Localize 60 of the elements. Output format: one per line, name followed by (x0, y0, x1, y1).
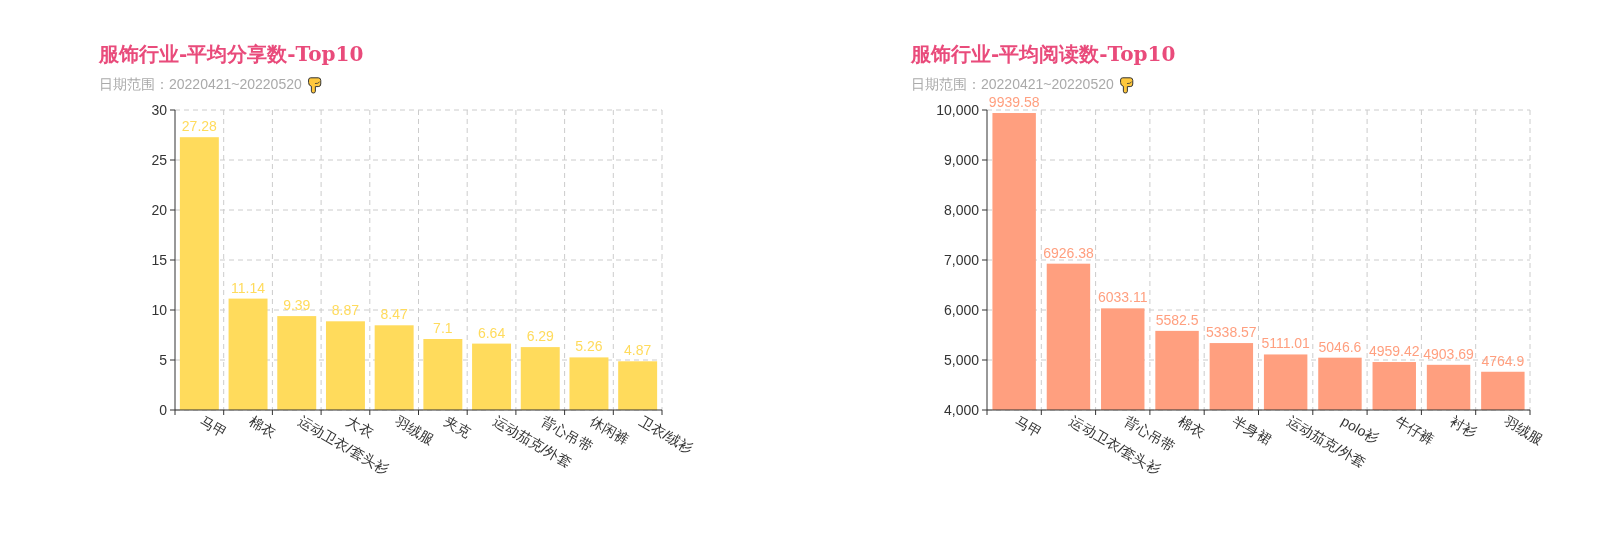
data-label: 4.87 (624, 342, 652, 359)
x-tick-label: 马甲 (197, 412, 231, 441)
data-label: 8.47 (380, 306, 408, 323)
x-tick-label: 大衣 (343, 412, 377, 441)
x-tick-label: 半身裙 (1229, 412, 1275, 448)
data-label: 5046.6 (1318, 338, 1362, 355)
y-tick-label: 7,000 (943, 251, 980, 268)
data-label: 4903.69 (1423, 345, 1475, 362)
chart-subtitle: 日期范围：20220421~20220520 (911, 76, 1114, 92)
data-label: 6926.38 (1043, 244, 1094, 261)
bar (569, 357, 609, 410)
y-tick-label: 4,000 (943, 401, 980, 418)
data-label: 7.1 (433, 320, 453, 336)
y-tick-label: 30 (151, 101, 168, 118)
x-tick-label: 马甲 (1012, 412, 1045, 441)
bar (228, 298, 268, 410)
x-tick-label: 衬衫 (1447, 412, 1480, 441)
data-label: 9.39 (283, 297, 311, 314)
data-label: 9939.58 (988, 94, 1040, 111)
data-label: 6033.11 (1097, 289, 1148, 306)
x-tick-label: 棉衣 (246, 412, 279, 441)
chart-title: 服饰行业-平均分享数-Top10 (98, 42, 364, 66)
chart-subtitle: 日期范围：20220421~20220520 (99, 76, 302, 92)
y-tick-label: 5 (159, 351, 168, 368)
y-tick-label: 10,000 (936, 101, 980, 118)
y-tick-label: 5,000 (943, 351, 980, 368)
y-tick-label: 9,000 (943, 151, 980, 168)
x-tick-label: 棉衣 (1175, 412, 1208, 441)
x-tick-label: 牛仔裤 (1392, 412, 1438, 448)
data-label: 5338.57 (1206, 324, 1257, 341)
data-label: 5582.5 (1155, 311, 1199, 328)
bar (374, 325, 414, 410)
chart-title: 服饰行业-平均阅读数-Top10 (910, 42, 1176, 66)
y-tick-label: 6,000 (943, 301, 980, 318)
y-tick-label: 15 (151, 251, 168, 268)
bar (618, 361, 658, 410)
bar (325, 321, 365, 410)
data-label: 11.14 (231, 279, 266, 296)
data-label: 6.29 (526, 328, 555, 345)
y-tick-label: 10 (151, 301, 168, 318)
y-tick-label: 8,000 (943, 201, 980, 218)
x-tick-label: 羽绒服 (1500, 412, 1546, 448)
bar (277, 316, 317, 410)
y-tick-label: 20 (151, 201, 168, 218)
data-label: 8.87 (331, 302, 360, 319)
y-tick-label: 25 (151, 151, 168, 168)
x-tick-label: 卫衣/绒衫 (636, 412, 697, 457)
bar (423, 339, 463, 410)
x-tick-label: 羽绒服 (391, 412, 438, 448)
data-label: 5111.01 (1261, 335, 1311, 352)
bar (520, 347, 560, 410)
x-tick-label: 夹克 (441, 412, 474, 441)
data-label: 5.26 (575, 338, 603, 355)
y-tick-label: 0 (159, 401, 168, 418)
data-label: 27.28 (181, 118, 218, 135)
bar (472, 343, 512, 410)
data-label: 4764.9 (1481, 352, 1525, 369)
bar (179, 137, 219, 410)
data-label: 4959.42 (1368, 343, 1420, 360)
data-label: 6.64 (477, 324, 506, 341)
